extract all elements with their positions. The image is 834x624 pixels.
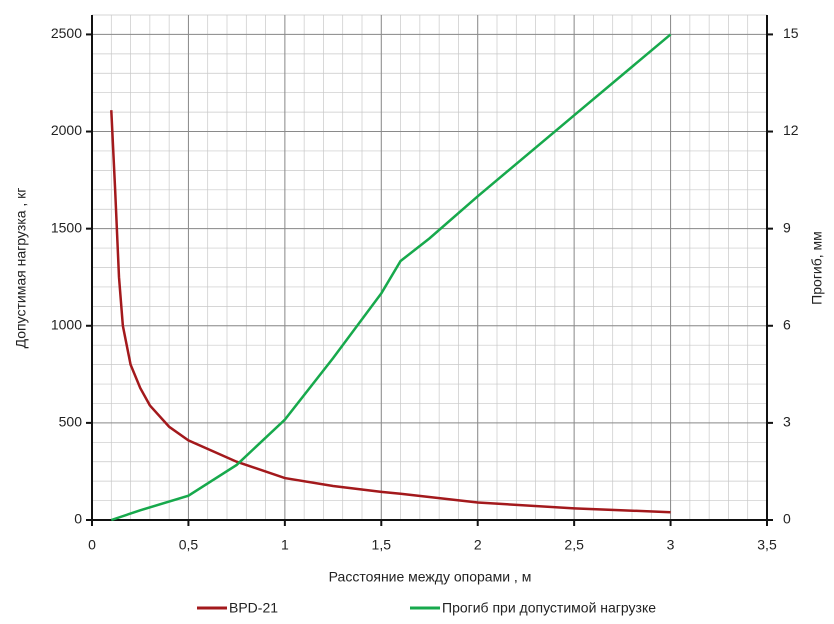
y2-tick-label: 9 xyxy=(783,219,791,235)
x-tick-label: 0,5 xyxy=(179,537,199,553)
x-axis-label: Расстояние между опорами , м xyxy=(329,569,532,585)
x-tick-label: 1 xyxy=(281,537,289,553)
x-tick-label: 0 xyxy=(88,537,96,553)
y2-tick-label: 3 xyxy=(783,414,791,430)
y2-tick-label: 15 xyxy=(783,25,799,41)
series-line xyxy=(110,110,671,514)
series-line xyxy=(110,33,672,522)
y-axis-label: Допустимая нагрузка , кг xyxy=(13,188,29,349)
x-tick-label: 2 xyxy=(474,537,482,553)
x-tick-label: 3 xyxy=(667,537,675,553)
y-tick-label: 2000 xyxy=(51,122,82,138)
legend-label: BPD-21 xyxy=(229,600,278,616)
y2-tick-label: 12 xyxy=(783,122,799,138)
legend-label: Прогиб при допустимой нагрузке xyxy=(442,600,656,616)
y-tick-label: 500 xyxy=(59,414,83,430)
y2-tick-label: 6 xyxy=(783,316,791,332)
y2-tick-label: 0 xyxy=(783,511,791,527)
x-tick-label: 3,5 xyxy=(757,537,777,553)
y-tick-label: 1000 xyxy=(51,316,82,332)
y-tick-label: 1500 xyxy=(51,219,82,235)
y-tick-label: 0 xyxy=(74,511,82,527)
y2-axis-label: Прогиб, мм xyxy=(809,231,825,305)
y-tick-label: 2500 xyxy=(51,25,82,41)
x-tick-label: 2,5 xyxy=(564,537,584,553)
x-tick-label: 1,5 xyxy=(372,537,392,553)
